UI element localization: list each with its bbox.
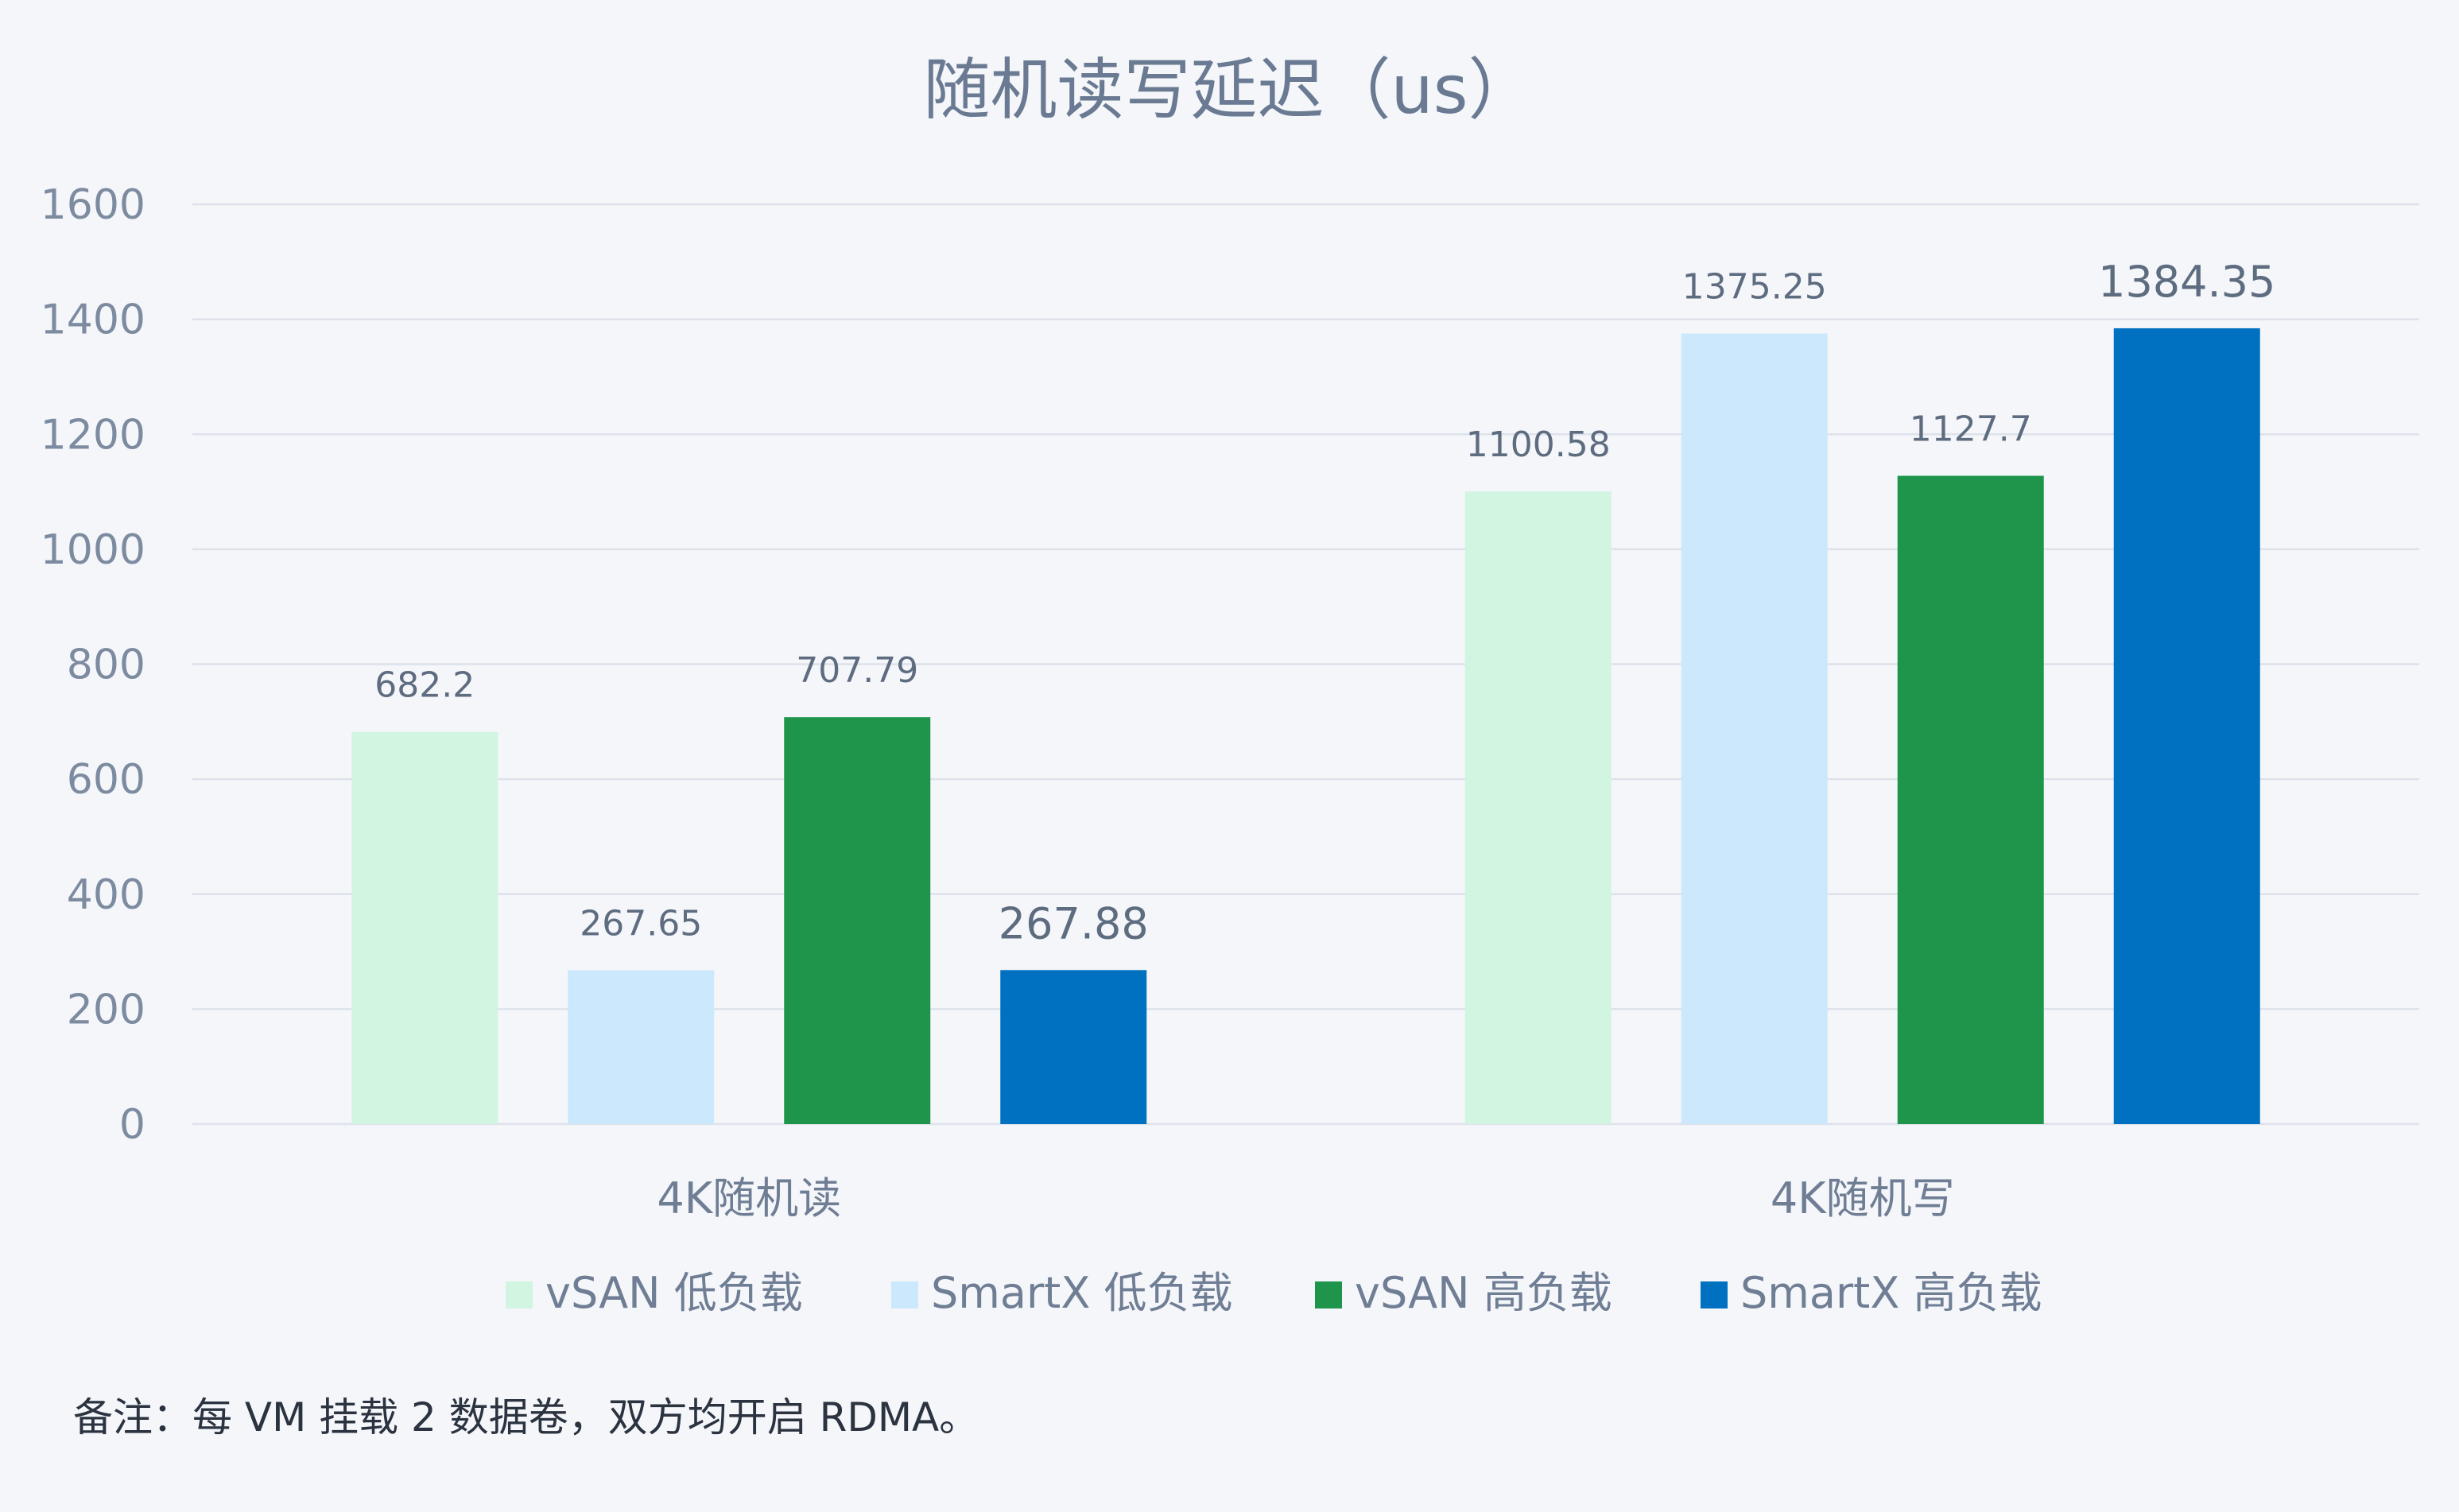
- legend-label: SmartX 低负载: [931, 1268, 1233, 1318]
- x-tick-label: 4K随机读: [657, 1173, 841, 1223]
- bar-0-1: [568, 970, 715, 1124]
- y-tick-label: 1400: [41, 297, 145, 344]
- data-label: 1127.7: [1910, 409, 2032, 450]
- bar-0-0: [351, 731, 498, 1124]
- legend-swatch: [1701, 1281, 1728, 1308]
- x-axis-ticks: 4K随机读 4K随机写: [657, 1173, 1954, 1223]
- y-tick-label: 1600: [41, 181, 145, 229]
- y-tick-label: 800: [67, 642, 145, 689]
- legend-swatch: [506, 1281, 533, 1308]
- gridlines: [192, 203, 2419, 1126]
- legend-label: vSAN 低负载: [545, 1268, 803, 1318]
- legend-label: vSAN 高负载: [1355, 1268, 1612, 1318]
- bar-1-2: [1897, 475, 2044, 1124]
- bar-1-3: [2113, 328, 2260, 1124]
- x-tick-label: 4K随机写: [1771, 1173, 1955, 1223]
- y-axis-ticks: 0 200 400 600 800 1000 1200 1400 1600: [41, 181, 145, 1149]
- data-label: 1375.25: [1682, 267, 1827, 308]
- y-tick-label: 1200: [41, 411, 145, 459]
- bar-0-2: [784, 717, 931, 1124]
- bar-1-0: [1464, 491, 1612, 1124]
- data-label: 267.88: [999, 898, 1149, 948]
- bars: [351, 328, 2260, 1124]
- data-label: 1384.35: [2098, 257, 2275, 307]
- chart-title: 随机读写延迟（us）: [923, 51, 1534, 129]
- y-tick-label: 1000: [41, 526, 145, 574]
- legend: vSAN 低负载 SmartX 低负载 vSAN 高负载 SmartX 高负载: [506, 1268, 2042, 1318]
- legend-label: SmartX 高负载: [1740, 1268, 2042, 1318]
- data-label: 682.2: [374, 665, 475, 706]
- legend-swatch: [1315, 1281, 1342, 1308]
- bar-1-1: [1681, 333, 1828, 1124]
- data-label: 707.79: [796, 650, 918, 691]
- y-tick-label: 400: [67, 871, 145, 919]
- data-labels: 682.2 267.65 707.79 267.88 1100.58 1375.25 112…: [374, 257, 2275, 948]
- legend-swatch: [891, 1281, 918, 1308]
- bar-0-3: [1000, 970, 1147, 1124]
- chart-note: 备注：每 VM 挂载 2 数据卷，双方均开启 RDMA。: [73, 1394, 979, 1440]
- y-tick-label: 600: [67, 756, 145, 804]
- data-label: 267.65: [580, 903, 702, 944]
- y-tick-label: 200: [67, 986, 145, 1033]
- data-label: 1100.58: [1466, 425, 1611, 465]
- y-tick-label: 0: [119, 1101, 145, 1149]
